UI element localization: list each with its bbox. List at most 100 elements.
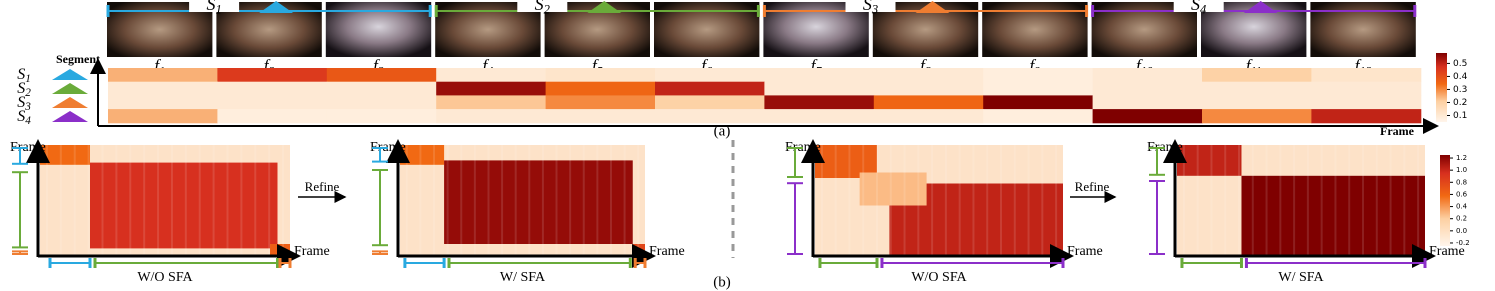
segment-label-letter: S bbox=[1191, 0, 1200, 14]
heatmap-cell bbox=[108, 95, 218, 110]
colorbar-tick-label: 0.2 bbox=[1453, 98, 1467, 108]
row-label: S1 bbox=[17, 66, 31, 85]
colorbar bbox=[1436, 53, 1447, 122]
colorbar-tick-label: 0.8 bbox=[1456, 178, 1467, 186]
frame-label-letter: f bbox=[373, 56, 380, 75]
refine-label: Refine bbox=[305, 179, 340, 194]
segment-label: S1 bbox=[206, 0, 221, 16]
heatmap-cell bbox=[108, 109, 218, 124]
segment-label-bg bbox=[189, 2, 240, 12]
similarity-block bbox=[444, 160, 633, 244]
segment-triangle bbox=[1243, 1, 1278, 13]
row-label: S4 bbox=[17, 108, 31, 127]
heatmap-cell bbox=[108, 68, 218, 83]
y-axis-label: Segment bbox=[56, 52, 100, 66]
matrix-caption: W/ SFA bbox=[500, 270, 546, 285]
colorbar-tick-label: 0.5 bbox=[1453, 59, 1467, 69]
heatmap-cell bbox=[436, 109, 547, 124]
heatmap-cell bbox=[764, 95, 875, 110]
heatmap-cell bbox=[873, 109, 984, 124]
frame-label-letter: f bbox=[592, 56, 599, 75]
frame-label-letter: f bbox=[1355, 56, 1362, 75]
similarity-block bbox=[1177, 145, 1242, 176]
heatmap-cell bbox=[545, 109, 656, 124]
heatmap-cell bbox=[436, 95, 547, 110]
segment-label-letter: S bbox=[535, 0, 544, 14]
row-label-letter: S bbox=[17, 80, 25, 97]
heatmap-cell bbox=[545, 68, 656, 83]
colorbar-tick-label: 0.0 bbox=[1456, 227, 1467, 235]
colorbar-tick-label: 1.0 bbox=[1456, 166, 1467, 174]
heatmap-cell bbox=[1311, 109, 1422, 124]
row-triangle bbox=[52, 83, 88, 94]
heatmap-cell bbox=[1202, 109, 1312, 124]
similarity-block bbox=[400, 145, 445, 165]
m-x-axis-label: Frame bbox=[649, 244, 685, 259]
row-label-sub: 2 bbox=[25, 87, 31, 99]
heatmap-cell bbox=[764, 81, 875, 96]
heatmap-cell bbox=[108, 81, 218, 96]
colorbar-tick-label: -0.2 bbox=[1456, 239, 1470, 247]
row-label-sub: 4 bbox=[25, 115, 31, 127]
colorbar-tick-label: 0.3 bbox=[1453, 85, 1467, 95]
segment-label-bg bbox=[845, 2, 896, 12]
frame-label-letter: f bbox=[1136, 56, 1143, 75]
colorbar bbox=[1440, 155, 1450, 246]
similarity-block bbox=[40, 145, 90, 165]
heatmap-cell bbox=[217, 95, 328, 110]
segment-label-letter: S bbox=[863, 0, 872, 14]
heatmap-cell bbox=[1311, 81, 1422, 96]
frame-label-letter: f bbox=[811, 56, 818, 75]
heatmap-cell bbox=[217, 68, 328, 83]
segment-label: S3 bbox=[863, 0, 878, 16]
matrix-caption: W/O SFA bbox=[137, 270, 193, 285]
similarity-block bbox=[90, 162, 278, 249]
heatmap-cell bbox=[1202, 68, 1312, 83]
frame-label-letter: f bbox=[701, 56, 708, 75]
heatmap-cell bbox=[1202, 81, 1312, 96]
frame-label-letter: f bbox=[483, 56, 490, 75]
frame-label-letter: f bbox=[1246, 56, 1253, 75]
similarity-block bbox=[1241, 175, 1425, 255]
colorbar-tick-label: 0.1 bbox=[1453, 111, 1467, 121]
m-x-axis-label: Frame bbox=[1429, 244, 1465, 259]
heatmap-cell bbox=[217, 109, 328, 124]
heatmap-cell bbox=[655, 109, 765, 124]
colorbar-tick-label: 0.4 bbox=[1453, 72, 1468, 82]
row-label-letter: S bbox=[17, 94, 25, 111]
similarity-block bbox=[859, 172, 927, 206]
heatmap-cell bbox=[545, 81, 656, 96]
row-triangle bbox=[52, 69, 88, 80]
heatmap-cell bbox=[764, 68, 875, 83]
row-label-sub: 1 bbox=[25, 73, 31, 85]
m-x-axis-label: Frame bbox=[294, 244, 330, 259]
segment-label-bg bbox=[1173, 2, 1224, 12]
heatmap-cell bbox=[1092, 81, 1203, 96]
heatmap-cell bbox=[326, 109, 437, 124]
panel-label: (b) bbox=[713, 274, 731, 290]
segment-label-sub: 2 bbox=[544, 2, 551, 16]
similarity-block bbox=[270, 244, 290, 255]
row-triangle bbox=[52, 111, 88, 122]
heatmap-cell bbox=[1202, 95, 1312, 110]
heatmap-cell bbox=[983, 81, 1094, 96]
colorbar-tick-label: 0.6 bbox=[1456, 190, 1468, 198]
heatmap-cell bbox=[873, 81, 984, 96]
heatmap-cell bbox=[436, 81, 547, 96]
frame-label-letter: f bbox=[154, 56, 161, 75]
matrix-caption: W/ SFA bbox=[1278, 270, 1324, 285]
segment-label-letter: S bbox=[206, 0, 215, 14]
row-label-sub: 3 bbox=[24, 101, 31, 113]
panel-label: (a) bbox=[714, 123, 731, 139]
heatmap-cell bbox=[983, 68, 1094, 83]
frame-label-letter: f bbox=[920, 56, 927, 75]
heatmap-cell bbox=[983, 109, 1094, 124]
row-label-letter: S bbox=[17, 108, 25, 125]
segment-label: S2 bbox=[535, 0, 551, 16]
segment-triangle bbox=[587, 1, 622, 13]
row-label: S2 bbox=[17, 80, 31, 99]
heatmap-cell bbox=[326, 95, 437, 110]
heatmap-cell bbox=[217, 81, 328, 96]
row-label: S3 bbox=[17, 94, 31, 113]
